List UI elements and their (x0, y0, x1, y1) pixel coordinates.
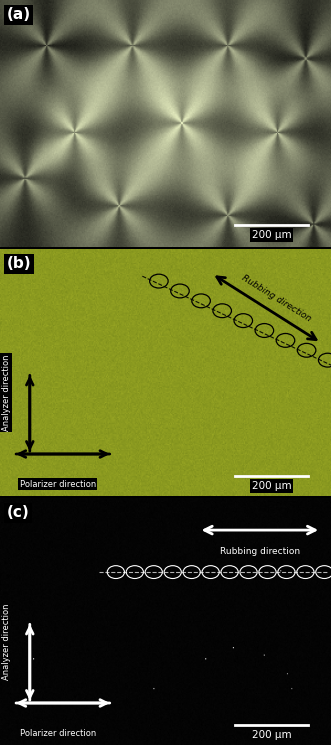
Text: (b): (b) (7, 256, 31, 271)
Text: (a): (a) (7, 7, 31, 22)
Text: Polarizer direction: Polarizer direction (20, 480, 96, 489)
Text: Rubbing direction: Rubbing direction (220, 548, 300, 557)
Text: 200 μm: 200 μm (252, 730, 291, 740)
Text: 200 μm: 200 μm (252, 229, 291, 240)
Text: (c): (c) (7, 505, 29, 521)
Text: Analyzer direction: Analyzer direction (2, 603, 11, 679)
Text: Analyzer direction: Analyzer direction (2, 354, 11, 431)
Text: Polarizer direction: Polarizer direction (20, 729, 96, 738)
Text: 200 μm: 200 μm (252, 481, 291, 491)
Text: Rubbing direction: Rubbing direction (240, 273, 313, 323)
